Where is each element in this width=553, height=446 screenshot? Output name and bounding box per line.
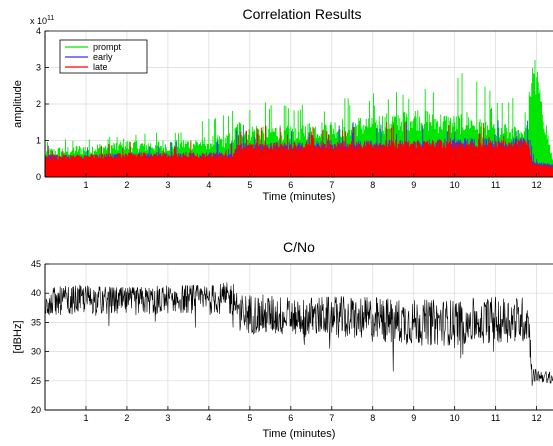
y-tick-label: 25 (31, 376, 41, 386)
correlation-chart: Correlation Results 1 2 3 4 5 6 7 8 9 10 11 1201234… (12, 6, 553, 203)
y-exponent-label: x 1011 (30, 15, 54, 26)
x-axis-label: Time (minutes) (263, 428, 336, 440)
y-tick-label: 1 (36, 136, 41, 146)
x-tick-label: 4 (206, 180, 211, 190)
series-cn0 (44, 282, 553, 386)
x-tick-label: 9 (411, 413, 416, 423)
y-tick-label: 40 (31, 288, 41, 298)
y-tick-label: 45 (31, 259, 41, 269)
x-tick-label: 7 (329, 413, 334, 423)
legend-label-early: early (93, 52, 113, 62)
x-tick-label: 4 (206, 413, 211, 423)
axes (44, 30, 553, 178)
x-tick-label: 11 (491, 180, 500, 190)
x-tick-label: 3 (165, 413, 170, 423)
x-tick-label: 6 (288, 180, 293, 190)
y-tick-label: 3 (36, 63, 41, 73)
x-tick-label: 8 (370, 180, 375, 190)
x-tick-label: 3 (165, 180, 170, 190)
y-exponent-base: x 10 (30, 16, 47, 26)
plot-area (45, 264, 553, 410)
y-tick-label: 2 (36, 99, 41, 109)
x-tick-label: 1 (83, 180, 88, 190)
x-tick-label: 2 (124, 180, 129, 190)
x-tick-label: 8 (370, 413, 375, 423)
x-tick-label: 10 (450, 413, 460, 423)
x-tick-label: 1 (83, 413, 88, 423)
x-tick-label: 12 (532, 413, 542, 423)
x-tick-label: 7 (329, 180, 334, 190)
x-tick-label: 9 (411, 180, 416, 190)
legend-label-late: late (93, 62, 108, 72)
series-layer (44, 282, 553, 386)
y-tick-label: 30 (31, 347, 41, 357)
y-axis-label: amplitude (12, 80, 24, 128)
axes (44, 263, 553, 411)
x-axis-label: Time (minutes) (263, 191, 336, 203)
chart-title: Correlation Results (242, 6, 361, 22)
x-tick-label: 11 (491, 413, 500, 423)
y-tick-label: 35 (31, 317, 41, 327)
x-tick-label: 5 (247, 413, 252, 423)
y-axis-label: [dBHz] (12, 320, 24, 353)
y-exponent-power: 11 (47, 15, 54, 22)
x-tick-label: 10 (450, 180, 460, 190)
chart-title: C/No (283, 239, 315, 255)
x-tick-label: 6 (288, 413, 293, 423)
legend-label-prompt: prompt (93, 42, 122, 52)
y-tick-label: 20 (31, 405, 41, 415)
x-tick-label: 5 (247, 180, 252, 190)
y-tick-label: 4 (36, 26, 41, 36)
x-tick-label: 2 (124, 413, 129, 423)
y-tick-label: 0 (36, 172, 41, 182)
x-tick-label: 12 (532, 180, 542, 190)
legend: prompt early late (59, 39, 148, 74)
